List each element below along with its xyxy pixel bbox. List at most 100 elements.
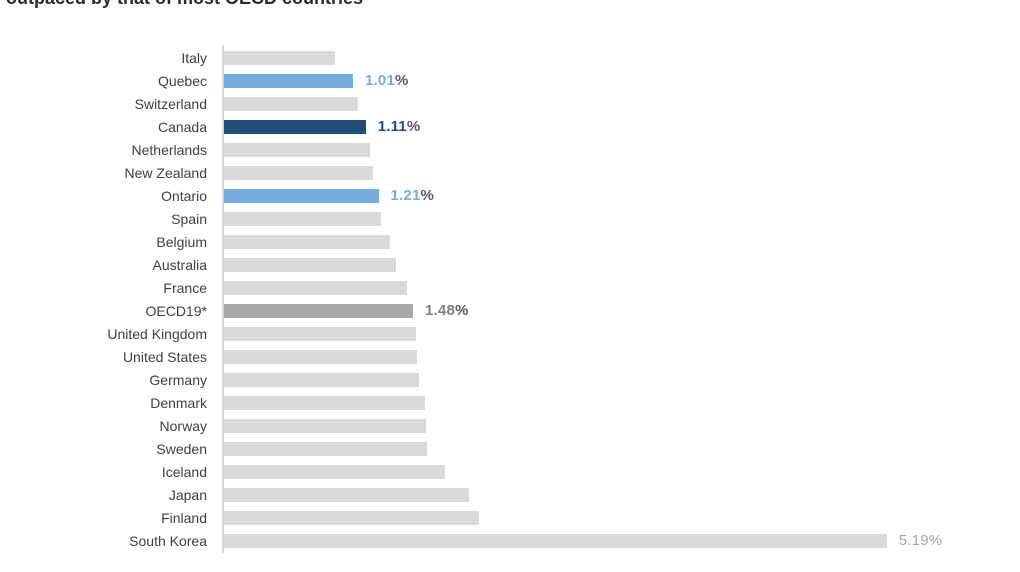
bar [224,73,353,88]
chart-row: Norway [0,414,1020,437]
value-label: 1.21% [391,187,435,204]
bar-track [222,207,1020,230]
chart-row: Italy [0,46,1020,69]
value-number: 1.01 [365,72,395,89]
bar [224,280,407,295]
category-label: Ontario [161,187,207,204]
category-label: United States [122,348,207,365]
bar [224,487,470,502]
category-label: Norway [159,417,207,434]
chart-row: Sweden [0,437,1020,460]
chart-row: Spain [0,207,1020,230]
category-label: South Korea [129,532,207,549]
category-label: Canada [157,118,207,135]
bar [224,441,427,456]
bar-track: 5.19% [222,529,1020,552]
chart-row: Ontario 1.21% [0,184,1020,207]
value-label: 1.01% [365,72,409,89]
category-label: OECD19* [145,302,207,319]
category-label: Denmark [150,394,207,411]
percent-sign: % [395,72,409,89]
value-label: 5.19% [899,532,943,549]
category-label: United Kingdom [107,325,207,342]
bar [224,326,416,341]
bar [224,96,359,111]
value-label: 1.11% [378,118,421,135]
bar-track [222,345,1020,368]
chart-row: Switzerland [0,92,1020,115]
bar [224,142,370,157]
chart-rows: Italy Quebec 1.01% Switzerland Canada 1.… [0,46,1020,552]
category-label: Belgium [156,233,207,250]
category-label: Italy [181,49,207,66]
bar-track [222,92,1020,115]
chart-row: France [0,276,1020,299]
value-label: 1.48% [425,302,469,319]
category-label: Sweden [156,440,207,457]
bar-track [222,414,1020,437]
bar [224,188,379,203]
category-label: Australia [152,256,207,273]
bar [224,510,480,525]
category-label: Germany [149,371,207,388]
bar [224,303,413,318]
bar-track: 1.11% [222,115,1020,138]
bar [224,464,445,479]
category-label: France [163,279,207,296]
bar-track [222,506,1020,529]
chart-row: New Zealand [0,161,1020,184]
category-label: Quebec [157,72,207,89]
bar-track [222,437,1020,460]
chart-row: Canada 1.11% [0,115,1020,138]
chart-row: Iceland [0,460,1020,483]
bar-track: 1.21% [222,184,1020,207]
bar-track [222,253,1020,276]
bar-track: 1.01% [222,69,1020,92]
percent-sign: % [455,302,469,319]
bar [224,165,374,180]
category-label: Spain [171,210,207,227]
bar-track [222,138,1020,161]
bar-track [222,391,1020,414]
chart-row: Japan [0,483,1020,506]
chart-row: South Korea 5.19% [0,529,1020,552]
bar-track [222,46,1020,69]
chart-title-text: outpaced by that of most OECD countries [6,0,1020,9]
bar [224,234,390,249]
chart-row: Quebec 1.01% [0,69,1020,92]
bar-track [222,161,1020,184]
percent-sign: % [420,187,435,204]
value-number: 1.11 [377,118,407,135]
bar [224,533,887,548]
value-number: 5.19 [898,532,929,549]
chart-row: Belgium [0,230,1020,253]
bar [224,349,417,364]
bar-track [222,483,1020,506]
percent-sign: % [928,532,943,549]
bar [224,50,336,65]
bar-track: 1.48% [222,299,1020,322]
chart-row: United States [0,345,1020,368]
oecd-bar-chart: Italy Quebec 1.01% Switzerland Canada 1.… [0,45,1020,553]
bar [224,211,382,226]
chart-row: Australia [0,253,1020,276]
bar [224,418,426,433]
bar [224,395,425,410]
y-axis-line [222,45,224,553]
bar [224,257,397,272]
bar-track [222,322,1020,345]
value-number: 1.21 [390,187,421,204]
category-label: Finland [161,509,207,526]
chart-row: OECD19* 1.48% [0,299,1020,322]
category-label: Japan [168,486,207,503]
chart-row: United Kingdom [0,322,1020,345]
percent-sign: % [406,118,421,135]
category-label: Iceland [161,463,207,480]
bar-track [222,230,1020,253]
category-label: Netherlands [131,141,208,158]
chart-title: outpaced by that of most OECD countries [6,0,1020,10]
category-label: New Zealand [124,164,208,181]
chart-row: Germany [0,368,1020,391]
chart-row: Denmark [0,391,1020,414]
